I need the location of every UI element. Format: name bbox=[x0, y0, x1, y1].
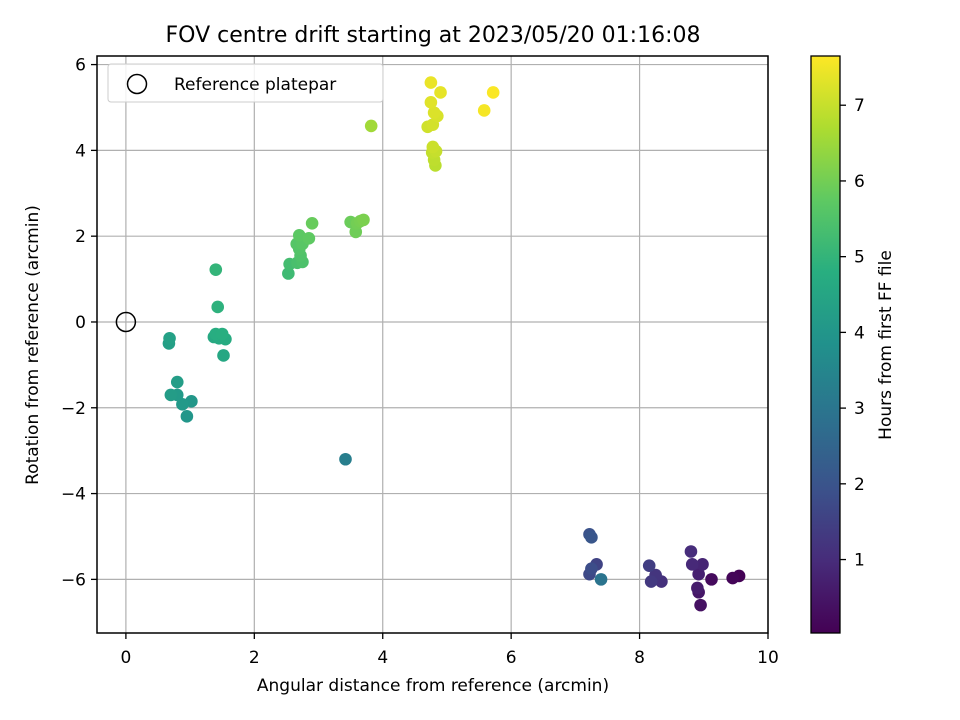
y-tick-label: −4 bbox=[61, 485, 86, 505]
colorbar-gradient bbox=[810, 55, 841, 634]
data-point bbox=[164, 388, 178, 402]
data-points bbox=[115, 76, 746, 612]
data-point bbox=[364, 119, 378, 133]
x-tick-label: 4 bbox=[377, 648, 388, 668]
y-axis: −6 −4 −2 0 2 4 6 bbox=[61, 56, 97, 590]
y-tick-label: −6 bbox=[61, 570, 86, 590]
x-tick-label: 8 bbox=[634, 648, 645, 668]
legend-marker-icon bbox=[126, 73, 148, 95]
chart-title: FOV centre drift starting at 2023/05/20 … bbox=[166, 23, 701, 48]
data-point bbox=[726, 571, 739, 585]
legend: Reference platepar bbox=[107, 63, 384, 103]
data-point bbox=[180, 410, 194, 423]
colorbar-tick-label: 3 bbox=[854, 399, 865, 419]
data-point bbox=[424, 76, 438, 89]
data-point bbox=[705, 573, 718, 586]
data-point bbox=[282, 267, 295, 280]
data-point bbox=[170, 375, 184, 389]
data-point bbox=[163, 331, 176, 345]
y-tick-label: 0 bbox=[75, 313, 86, 333]
legend-box bbox=[107, 63, 384, 103]
data-point bbox=[434, 86, 447, 99]
data-point bbox=[691, 581, 704, 595]
data-point bbox=[594, 573, 608, 586]
x-tick-label: 2 bbox=[249, 648, 260, 668]
y-tick-label: −2 bbox=[61, 399, 86, 419]
data-point bbox=[694, 598, 707, 612]
colorbar: 1 2 3 4 5 6 7 Hours from first FF file bbox=[810, 55, 896, 634]
plot-frame bbox=[96, 55, 769, 634]
x-axis-title: Angular distance from reference (arcmin) bbox=[257, 676, 609, 696]
x-tick-label: 0 bbox=[120, 648, 131, 668]
data-point bbox=[302, 232, 316, 245]
colorbar-tick-label: 7 bbox=[854, 96, 865, 116]
x-axis: 0 2 4 6 8 10 bbox=[120, 633, 779, 668]
legend-label: Reference platepar bbox=[174, 75, 336, 95]
data-point bbox=[642, 559, 656, 572]
y-axis-title: Rotation from reference (arcmin) bbox=[23, 205, 43, 485]
data-point bbox=[477, 104, 491, 117]
data-point bbox=[684, 545, 698, 558]
y-tick-label: 6 bbox=[75, 56, 86, 76]
x-tick-label: 6 bbox=[506, 648, 517, 668]
colorbar-tick-label: 6 bbox=[854, 172, 865, 192]
data-point bbox=[305, 217, 319, 230]
data-point bbox=[585, 531, 598, 544]
data-point bbox=[486, 86, 500, 99]
data-point bbox=[427, 106, 441, 119]
colorbar-tick-label: 1 bbox=[854, 551, 865, 571]
data-point bbox=[424, 96, 438, 109]
data-point bbox=[217, 349, 230, 362]
colorbar-tick-label: 2 bbox=[854, 475, 865, 495]
data-point bbox=[209, 263, 223, 276]
data-point bbox=[357, 213, 370, 227]
data-point bbox=[585, 562, 598, 575]
data-point bbox=[696, 558, 709, 571]
data-point bbox=[211, 300, 225, 314]
x-tick-label: 10 bbox=[757, 648, 779, 668]
data-point bbox=[339, 452, 352, 466]
data-point bbox=[685, 558, 699, 571]
y-tick-label: 4 bbox=[75, 141, 86, 161]
data-point bbox=[426, 140, 440, 154]
data-point bbox=[692, 567, 705, 581]
colorbar-title: Hours from first FF file bbox=[876, 250, 896, 440]
y-tick-label: 2 bbox=[75, 227, 86, 247]
data-point bbox=[176, 398, 189, 411]
colorbar-tick-label: 5 bbox=[854, 248, 865, 268]
data-point bbox=[644, 575, 658, 588]
data-point bbox=[292, 229, 306, 242]
reference-platepar-marker bbox=[115, 311, 137, 333]
data-point bbox=[215, 327, 229, 341]
colorbar-tick-label: 4 bbox=[854, 323, 865, 343]
